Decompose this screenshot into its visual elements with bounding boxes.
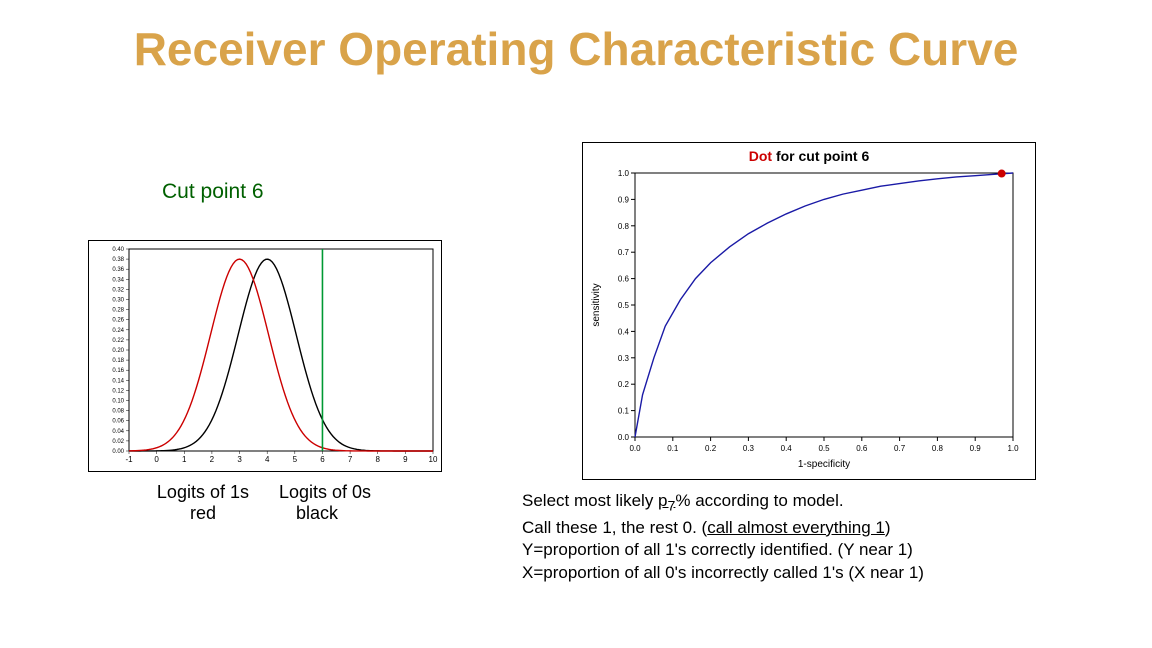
svg-text:0.16: 0.16	[112, 368, 124, 374]
t: % according to model.	[675, 491, 843, 510]
svg-text:0.8: 0.8	[618, 222, 630, 231]
svg-text:0.1: 0.1	[667, 444, 679, 453]
svg-text:5: 5	[293, 455, 298, 464]
svg-text:0.9: 0.9	[970, 444, 982, 453]
svg-text:0.22: 0.22	[112, 338, 124, 344]
svg-text:0.00: 0.00	[112, 449, 124, 455]
svg-text:0.8: 0.8	[932, 444, 944, 453]
svg-text:Dot for cut point 6: Dot for cut point 6	[749, 148, 870, 164]
roc-line-4: X=proportion of all 0's incorrectly call…	[522, 562, 924, 585]
roc-line-2: Call these 1, the rest 0. (call almost e…	[522, 517, 924, 540]
cutpoint-text: Cut point 6	[162, 180, 264, 203]
svg-text:1-specificity: 1-specificity	[798, 459, 850, 470]
svg-text:0.3: 0.3	[743, 444, 755, 453]
svg-text:0.32: 0.32	[112, 287, 124, 293]
svg-text:0.6: 0.6	[856, 444, 868, 453]
svg-text:0.28: 0.28	[112, 308, 124, 314]
svg-text:sensitivity: sensitivity	[591, 283, 602, 326]
svg-text:3: 3	[237, 455, 242, 464]
svg-text:0.0: 0.0	[618, 433, 630, 442]
svg-text:0.4: 0.4	[618, 327, 630, 336]
svg-text:0.7: 0.7	[894, 444, 906, 453]
svg-text:0.34: 0.34	[112, 277, 124, 283]
title-text: Receiver Operating Characteristic Curve	[134, 23, 1019, 75]
svg-text:0.4: 0.4	[781, 444, 793, 453]
cutpoint-label: Cut point 6	[162, 180, 264, 204]
distributions-legend: Logits of 1s Logits of 0s red black	[88, 482, 440, 524]
svg-text:0.2: 0.2	[705, 444, 717, 453]
svg-text:0.24: 0.24	[112, 328, 124, 334]
svg-text:0.36: 0.36	[112, 267, 124, 273]
legend-0s: Logits of 0s	[279, 482, 371, 502]
svg-text:0.3: 0.3	[618, 354, 630, 363]
t: p7	[658, 491, 675, 510]
legend-red: red	[190, 503, 216, 523]
page-title: Receiver Operating Characteristic Curve	[0, 22, 1152, 76]
svg-text:0.5: 0.5	[618, 301, 630, 310]
svg-text:0.5: 0.5	[818, 444, 830, 453]
roc-explanation: Select most likely p7% according to mode…	[522, 490, 924, 585]
svg-text:0.08: 0.08	[112, 409, 124, 415]
distributions-chart: 0.00 0.02 0.04 0.06 0.08 0.10 0.12 0.14 0.16 0.18…	[88, 240, 442, 472]
svg-text:2: 2	[210, 455, 215, 464]
svg-text:0.9: 0.9	[618, 195, 630, 204]
svg-text:-1: -1	[125, 455, 133, 464]
t: )	[885, 518, 891, 537]
svg-text:0.20: 0.20	[112, 348, 124, 354]
svg-text:1.0: 1.0	[1007, 444, 1019, 453]
svg-text:0.38: 0.38	[112, 257, 124, 263]
svg-text:7: 7	[348, 455, 353, 464]
t: Select most likely	[522, 491, 658, 510]
svg-text:0.30: 0.30	[112, 298, 124, 304]
svg-text:1: 1	[182, 455, 187, 464]
svg-text:0.6: 0.6	[618, 275, 630, 284]
roc-chart: Dot for cut point 6 0.0 0.0 0.1 0.1 0.2 0.2 0.3…	[582, 142, 1036, 480]
svg-text:4: 4	[265, 455, 270, 464]
svg-text:0.40: 0.40	[112, 247, 124, 253]
t: p	[658, 491, 667, 510]
svg-text:8: 8	[376, 455, 381, 464]
svg-text:0.12: 0.12	[112, 388, 124, 394]
svg-text:0.7: 0.7	[618, 248, 630, 257]
svg-text:0.1: 0.1	[618, 407, 630, 416]
svg-text:6: 6	[320, 455, 325, 464]
svg-text:10: 10	[429, 455, 438, 464]
roc-line-1: Select most likely p7% according to mode…	[522, 490, 924, 517]
svg-text:0.04: 0.04	[112, 429, 124, 435]
t: Call these 1, the rest 0. (	[522, 518, 707, 537]
svg-text:0.2: 0.2	[618, 380, 630, 389]
svg-text:0.10: 0.10	[112, 399, 124, 405]
svg-text:1.0: 1.0	[618, 169, 630, 178]
svg-text:0.06: 0.06	[112, 419, 124, 425]
svg-text:0.02: 0.02	[112, 439, 124, 445]
t: call almost everything 1	[707, 518, 885, 537]
svg-text:0.18: 0.18	[112, 358, 124, 364]
svg-text:0.0: 0.0	[629, 444, 641, 453]
svg-text:0.14: 0.14	[112, 378, 124, 384]
svg-text:0: 0	[154, 455, 159, 464]
svg-text:9: 9	[403, 455, 408, 464]
legend-1s: Logits of 1s	[157, 482, 249, 502]
roc-line-3: Y=proportion of all 1's correctly identi…	[522, 539, 924, 562]
legend-black: black	[296, 503, 338, 523]
svg-text:0.26: 0.26	[112, 318, 124, 324]
